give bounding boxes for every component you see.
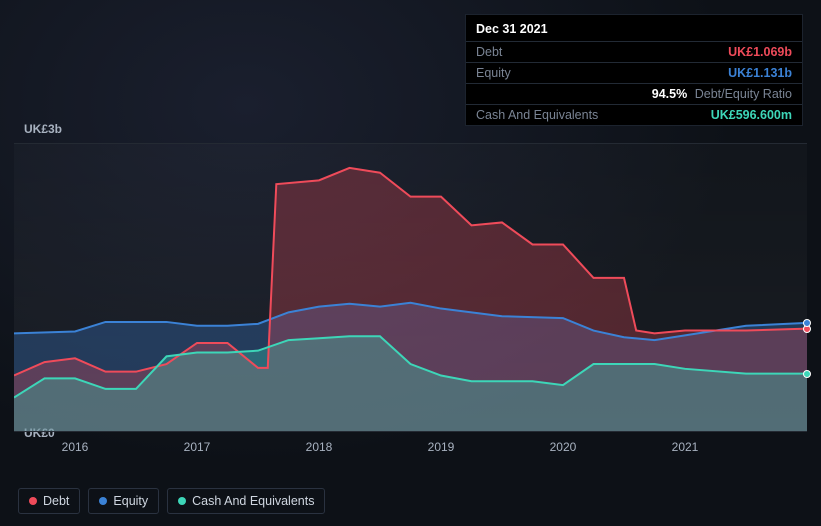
tooltip-ratio-label: Debt/Equity Ratio [695, 87, 792, 101]
tooltip-row-equity: Equity UK£1.131b [466, 62, 802, 83]
tooltip-row-debt: Debt UK£1.069b [466, 41, 802, 62]
x-tick-label: 2019 [428, 440, 455, 454]
tooltip-debt-value: UK£1.069b [728, 45, 792, 59]
chart-svg [14, 144, 807, 431]
chart-region: UK£3b UK£0 201620172018201920202021 [14, 125, 807, 470]
tooltip-equity-value: UK£1.131b [728, 66, 792, 80]
series-end-marker [803, 370, 811, 378]
y-axis-max-label: UK£3b [24, 122, 62, 136]
tooltip-date: Dec 31 2021 [466, 15, 802, 41]
tooltip-cash-label: Cash And Equivalents [476, 108, 598, 122]
tooltip-equity-label: Equity [476, 66, 511, 80]
legend-label-debt: Debt [43, 494, 69, 508]
legend-dot-equity [99, 497, 107, 505]
legend-dot-cash [178, 497, 186, 505]
chart-legend: Debt Equity Cash And Equivalents [18, 488, 325, 514]
legend-dot-debt [29, 497, 37, 505]
x-tick-label: 2017 [184, 440, 211, 454]
legend-item-debt[interactable]: Debt [18, 488, 80, 514]
tooltip-row-ratio: 94.5% Debt/Equity Ratio [466, 83, 802, 104]
x-tick-label: 2021 [672, 440, 699, 454]
legend-label-equity: Equity [113, 494, 148, 508]
x-tick-label: 2018 [306, 440, 333, 454]
x-axis-ticks: 2016 2017 2018 2019 2020 2021 [14, 440, 807, 456]
hover-tooltip: Dec 31 2021 Debt UK£1.069b Equity UK£1.1… [465, 14, 803, 126]
chart-plot-area[interactable] [14, 143, 807, 432]
legend-item-equity[interactable]: Equity [88, 488, 159, 514]
tooltip-row-cash: Cash And Equivalents UK£596.600m [466, 104, 802, 125]
x-tick-label: 2020 [550, 440, 577, 454]
tooltip-cash-value: UK£596.600m [711, 108, 792, 122]
tooltip-ratio-value: 94.5% [652, 87, 687, 101]
legend-label-cash: Cash And Equivalents [192, 494, 314, 508]
tooltip-debt-label: Debt [476, 45, 502, 59]
x-tick-label: 2016 [62, 440, 89, 454]
series-end-marker [803, 319, 811, 327]
legend-item-cash[interactable]: Cash And Equivalents [167, 488, 325, 514]
